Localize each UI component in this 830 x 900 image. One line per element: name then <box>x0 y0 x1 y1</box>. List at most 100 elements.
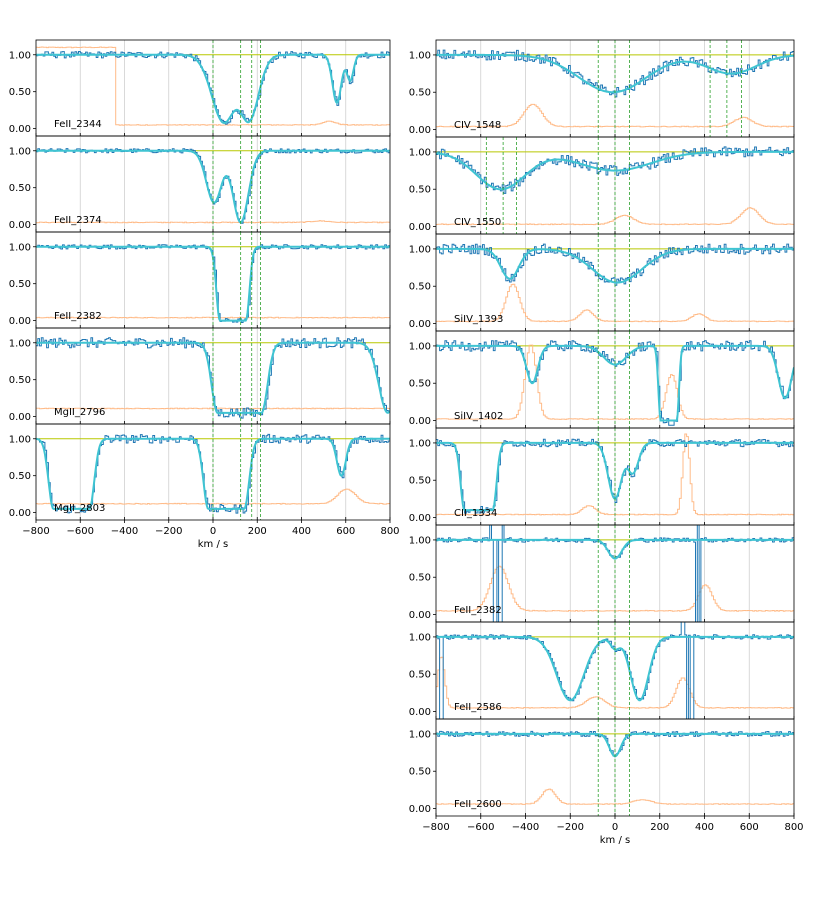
data-spectrum <box>36 433 390 514</box>
y-tick-label: 1.00 <box>409 438 431 449</box>
y-tick-label: 0.50 <box>409 476 431 487</box>
spectrum-panel: 0.00 0.50 1.00 FeII_2344 <box>9 39 391 137</box>
x-tick-label: 800 <box>380 526 399 537</box>
spectrum-panel: 0.00 0.50 1.00 CIV_1550 <box>409 136 795 235</box>
spectrum-panel: 0.00 0.50 1.00 FeII_2374 <box>9 135 391 233</box>
ion-label: FeII_2586 <box>454 702 502 713</box>
x-tick-label: −200 <box>557 822 584 833</box>
error-spectrum <box>436 433 794 516</box>
model-fit-line <box>436 538 794 560</box>
error-spectrum <box>36 46 390 126</box>
error-spectrum <box>436 656 794 709</box>
panel-plot-area <box>36 40 390 136</box>
ion-label: FeII_2600 <box>454 799 502 810</box>
y-tick-label: 0.00 <box>409 319 431 330</box>
y-tick-label: 1.00 <box>9 242 31 253</box>
y-tick-label: 0.00 <box>9 316 31 327</box>
data-spectrum <box>436 730 794 757</box>
y-tick-label: 0.50 <box>9 471 31 482</box>
model-fit-line <box>436 344 794 422</box>
y-tick-label: 1.00 <box>409 244 431 255</box>
panel-plot-area <box>436 331 794 428</box>
x-tick-label: 400 <box>292 526 311 537</box>
data-spectrum <box>36 51 390 125</box>
panel-plot-area <box>436 622 794 719</box>
y-tick-label: 0.00 <box>409 222 431 233</box>
x-tick-label: 0 <box>612 822 618 833</box>
y-tick-label: 0.50 <box>409 670 431 681</box>
spectrum-panel: 0.00 0.50 1.00 SiIV_1402 <box>409 330 795 429</box>
y-tick-label: 0.50 <box>9 87 31 98</box>
ion-label: FeII_2382 <box>454 605 502 616</box>
x-tick-label: 200 <box>650 822 669 833</box>
left-panel-column: 0.00 0.50 1.00 FeII_2344 0.00 0.50 1.00 FeII_23… <box>9 39 400 550</box>
error-spectrum <box>436 207 794 226</box>
y-tick-label: 0.50 <box>9 279 31 290</box>
y-tick-label: 0.00 <box>409 610 431 621</box>
error-spectrum <box>436 103 794 128</box>
spectrum-panel: 0.00 0.50 1.00 SiIV_1393 <box>409 233 795 332</box>
spectrum-panel: 0.00 0.50 1.00 FeII_2382 <box>9 231 391 329</box>
panel-plot-area <box>436 40 794 137</box>
model-fit-line <box>36 437 390 510</box>
y-tick-label: 0.00 <box>409 513 431 524</box>
error-spectrum <box>36 488 390 505</box>
x-tick-label: 200 <box>248 526 267 537</box>
spectrum-panel: 0.00 0.50 1.00 FeII_2600 <box>409 718 795 817</box>
data-spectrum <box>436 243 794 286</box>
x-tick-label: −200 <box>155 526 182 537</box>
x-tick-label: −400 <box>111 526 138 537</box>
x-tick-label: 600 <box>740 822 759 833</box>
panel-plot-area <box>36 136 390 232</box>
spectrum-panel: 0.00 0.50 1.00 FeII_2586 <box>409 621 795 720</box>
x-axis-label: km / s <box>600 835 630 846</box>
ion-label: MgII_2796 <box>54 407 105 418</box>
x-tick-label: −800 <box>22 526 49 537</box>
data-spectrum <box>36 148 390 224</box>
panel-plot-area <box>436 234 794 331</box>
x-tick-label: 800 <box>784 822 803 833</box>
model-fit-line <box>36 53 390 125</box>
ion-label: CIV_1548 <box>454 120 501 131</box>
y-tick-label: 1.00 <box>409 147 431 158</box>
y-tick-label: 0.50 <box>409 88 431 99</box>
ion-label: SiIV_1393 <box>454 314 503 325</box>
spectrum-panel: 0.00 0.50 1.00 CII_1334 <box>409 427 795 526</box>
model-fit-line <box>436 247 794 284</box>
y-tick-label: 0.00 <box>9 508 31 519</box>
y-tick-label: 1.00 <box>409 729 431 740</box>
panel-plot-area <box>36 232 390 328</box>
panel-plot-area <box>436 525 794 622</box>
ion-label: CIV_1550 <box>454 217 501 228</box>
y-tick-label: 0.50 <box>409 767 431 778</box>
x-tick-label: 400 <box>695 822 714 833</box>
y-tick-label: 0.00 <box>9 220 31 231</box>
panel-plot-area <box>436 428 794 525</box>
y-tick-label: 0.00 <box>409 804 431 815</box>
x-tick-label: −600 <box>67 526 94 537</box>
x-tick-label: −400 <box>512 822 539 833</box>
y-tick-label: 0.00 <box>9 124 31 135</box>
x-axis-label: km / s <box>198 539 228 550</box>
y-tick-label: 0.50 <box>9 375 31 386</box>
ion-label: CII_1334 <box>454 508 497 519</box>
x-tick-label: 600 <box>336 526 355 537</box>
x-tick-label: 0 <box>210 526 216 537</box>
ion-label: FeII_2382 <box>54 311 102 322</box>
error-spectrum <box>436 788 794 805</box>
y-tick-label: 0.00 <box>409 125 431 136</box>
y-tick-label: 0.50 <box>409 573 431 584</box>
y-tick-label: 0.50 <box>409 185 431 196</box>
y-tick-label: 1.00 <box>9 434 31 445</box>
y-tick-label: 1.00 <box>409 535 431 546</box>
y-tick-label: 0.00 <box>9 412 31 423</box>
error-spectrum <box>436 283 794 323</box>
y-tick-label: 0.50 <box>9 183 31 194</box>
y-tick-label: 1.00 <box>409 632 431 643</box>
x-tick-label: −600 <box>467 822 494 833</box>
spectrum-panel: 0.00 0.50 1.00 FeII_2382 <box>409 524 795 623</box>
error-spectrum <box>436 344 794 420</box>
error-spectrum <box>36 407 390 410</box>
ion-label: FeII_2374 <box>54 215 102 226</box>
right-panel-column: 0.00 0.50 1.00 CIV_1548 0.00 0.50 1.00 CIV_1550… <box>409 39 804 846</box>
